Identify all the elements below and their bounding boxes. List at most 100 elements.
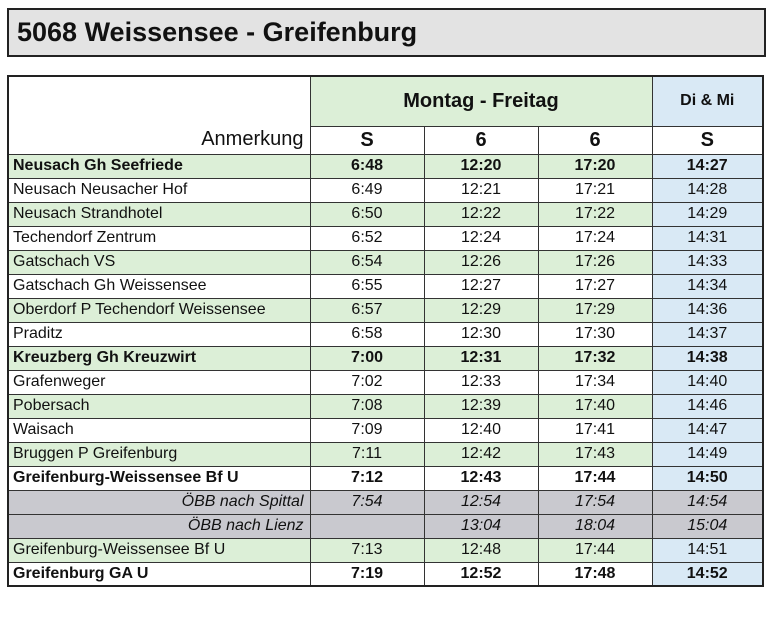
departure-time: 17:22 <box>537 201 653 227</box>
stop-name: Greifenburg-Weissensee Bf U <box>7 537 311 563</box>
stop-name: Techendorf Zentrum <box>7 225 311 251</box>
departure-time: 12:48 <box>423 537 539 563</box>
table-row: Neusach Neusacher Hof 6:49 12:21 17:21 14:28 <box>7 177 764 203</box>
departure-time: 14:54 <box>651 489 764 515</box>
stop-name: Bruggen P Greifenburg <box>7 441 311 467</box>
stop-name: Kreuzberg Gh Kreuzwirt <box>7 345 311 371</box>
header-code: S <box>651 125 764 155</box>
table-row: Greifenburg-Weissensee Bf U 7:13 12:48 17:4… <box>7 537 764 563</box>
departure-time: 17:24 <box>537 225 653 251</box>
departure-time: 14:38 <box>651 345 764 371</box>
departure-time: 14:31 <box>651 225 764 251</box>
departure-time: 6:50 <box>309 201 425 227</box>
departure-time: 12:30 <box>423 321 539 347</box>
stop-name: Greifenburg GA U <box>7 561 311 587</box>
stop-name: Neusach Neusacher Hof <box>7 177 311 203</box>
stop-name: Praditz <box>7 321 311 347</box>
departure-time: 7:11 <box>309 441 425 467</box>
departure-time: 12:22 <box>423 201 539 227</box>
header-code-row: Anmerkung S 6 6 S <box>7 125 764 155</box>
departure-time: 17:41 <box>537 417 653 443</box>
departure-time: 12:21 <box>423 177 539 203</box>
departure-time: 7:09 <box>309 417 425 443</box>
departure-time: 12:31 <box>423 345 539 371</box>
departure-time: 17:54 <box>537 489 653 515</box>
departure-time: 18:04 <box>537 513 653 539</box>
departure-time: 6:49 <box>309 177 425 203</box>
departure-time: 12:29 <box>423 297 539 323</box>
departure-time: 17:44 <box>537 465 653 491</box>
departure-time: 12:42 <box>423 441 539 467</box>
departure-time: 14:27 <box>651 153 764 179</box>
departure-time: 17:48 <box>537 561 653 587</box>
stop-name: Gatschach VS <box>7 249 311 275</box>
header-blank-cell <box>7 75 311 126</box>
departure-time: 14:29 <box>651 201 764 227</box>
departure-time: 14:52 <box>651 561 764 587</box>
table-row: Greifenburg-Weissensee Bf U 7:12 12:43 17:4… <box>7 465 764 491</box>
departure-time: 6:57 <box>309 297 425 323</box>
header-code: 6 <box>537 125 653 155</box>
departure-time: 12:43 <box>423 465 539 491</box>
departure-time: 14:47 <box>651 417 764 443</box>
departure-time: 12:24 <box>423 225 539 251</box>
table-row: Gatschach Gh Weissensee 6:55 12:27 17:27 14:… <box>7 273 764 299</box>
table-row: Waisach 7:09 12:40 17:41 14:47 <box>7 417 764 443</box>
departure-time: 14:34 <box>651 273 764 299</box>
departure-time: 17:27 <box>537 273 653 299</box>
departure-time: 17:43 <box>537 441 653 467</box>
table-row: Oberdorf P Techendorf Weissensee 6:57 12:2… <box>7 297 764 323</box>
departure-time: 12:26 <box>423 249 539 275</box>
departure-time: 12:40 <box>423 417 539 443</box>
departure-time: 7:19 <box>309 561 425 587</box>
departure-time: 17:26 <box>537 249 653 275</box>
departure-time: 6:48 <box>309 153 425 179</box>
stop-name: ÖBB nach Spittal <box>7 489 311 515</box>
table-row: Gatschach VS 6:54 12:26 17:26 14:33 <box>7 249 764 275</box>
table-row: Techendorf Zentrum 6:52 12:24 17:24 14:31 <box>7 225 764 251</box>
departure-time: 17:40 <box>537 393 653 419</box>
stop-name: Neusach Gh Seefriede <box>7 153 311 179</box>
departure-time: 12:39 <box>423 393 539 419</box>
stop-name: Neusach Strandhotel <box>7 201 311 227</box>
departure-time: 14:37 <box>651 321 764 347</box>
stop-name: Greifenburg-Weissensee Bf U <box>7 465 311 491</box>
departure-time: 17:34 <box>537 369 653 395</box>
header-anmerkung: Anmerkung <box>7 126 311 155</box>
departure-time: 12:20 <box>423 153 539 179</box>
table-row: Bruggen P Greifenburg 7:11 12:42 17:43 14:49 <box>7 441 764 467</box>
departure-time: 17:29 <box>537 297 653 323</box>
stop-name: Oberdorf P Techendorf Weissensee <box>7 297 311 323</box>
departure-time: 7:00 <box>309 345 425 371</box>
departure-time: 17:20 <box>537 153 653 179</box>
departure-time: 14:49 <box>651 441 764 467</box>
header-code: S <box>309 125 425 155</box>
departure-time: 14:50 <box>651 465 764 491</box>
header-montag-freitag: Montag - Freitag <box>309 75 653 127</box>
stop-name: Grafenweger <box>7 369 311 395</box>
departure-time: 12:33 <box>423 369 539 395</box>
table-row: Praditz 6:58 12:30 17:30 14:37 <box>7 321 764 347</box>
departure-time: 12:27 <box>423 273 539 299</box>
departure-time <box>309 513 425 539</box>
departure-time: 14:51 <box>651 537 764 563</box>
stop-name: Pobersach <box>7 393 311 419</box>
table-row: Neusach Strandhotel 6:50 12:22 17:22 14:29 <box>7 201 764 227</box>
timetable: Montag - Freitag Di & Mi Anmerkung S 6 6… <box>7 75 764 587</box>
stop-name: Waisach <box>7 417 311 443</box>
header-code: 6 <box>423 125 539 155</box>
table-row: Greifenburg GA U 7:19 12:52 17:48 14:52 <box>7 561 764 587</box>
timetable-body: Neusach Gh Seefriede 6:48 12:20 17:20 14:27 N… <box>7 153 764 587</box>
departure-time: 14:46 <box>651 393 764 419</box>
departure-time: 14:36 <box>651 297 764 323</box>
departure-time: 15:04 <box>651 513 764 539</box>
table-row: Neusach Gh Seefriede 6:48 12:20 17:20 14:27 <box>7 153 764 179</box>
departure-time: 17:44 <box>537 537 653 563</box>
table-row: Pobersach 7:08 12:39 17:40 14:46 <box>7 393 764 419</box>
departure-time: 7:13 <box>309 537 425 563</box>
departure-time: 17:32 <box>537 345 653 371</box>
departure-time: 6:58 <box>309 321 425 347</box>
departure-time: 14:28 <box>651 177 764 203</box>
departure-time: 7:12 <box>309 465 425 491</box>
departure-time: 14:40 <box>651 369 764 395</box>
